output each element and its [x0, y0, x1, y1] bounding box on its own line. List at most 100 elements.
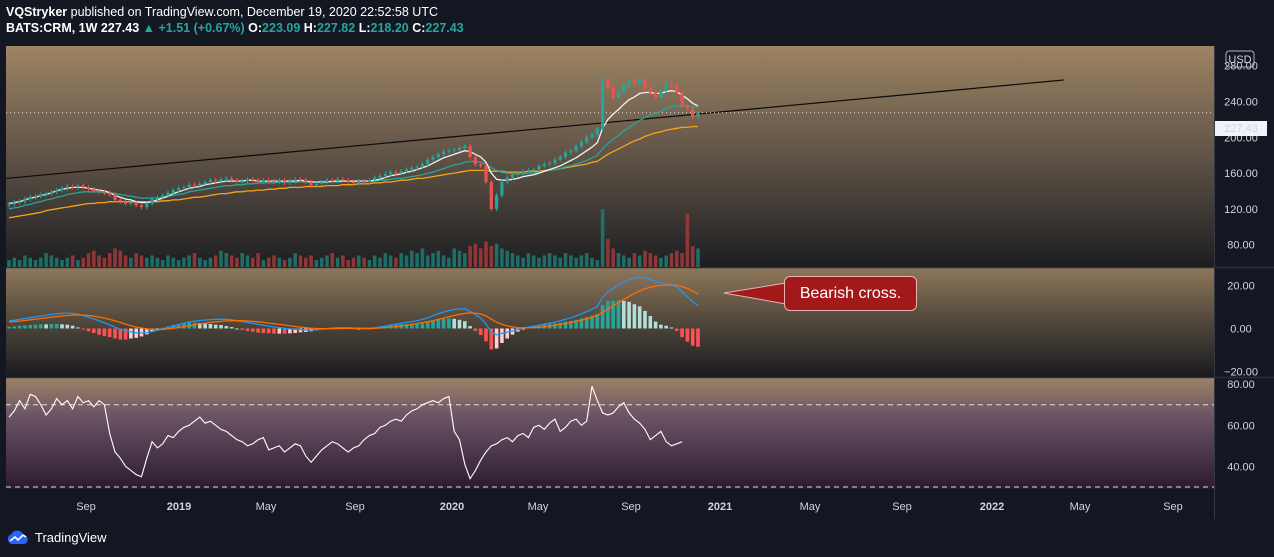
macd-histogram-bar: [150, 328, 154, 332]
macd-histogram-bar: [28, 325, 32, 329]
candle: [320, 182, 324, 184]
macd-histogram-bar: [229, 327, 234, 329]
macd-histogram-bar: [198, 322, 202, 329]
volume-bar: [229, 255, 234, 267]
candle: [208, 180, 212, 182]
candle: [542, 164, 546, 166]
candle: [664, 83, 668, 91]
price-pane[interactable]: [6, 46, 1214, 267]
volume-bar: [637, 255, 642, 267]
candle: [86, 187, 91, 190]
candle: [113, 194, 117, 200]
macd-histogram-bar: [102, 328, 107, 337]
candle: [71, 186, 75, 188]
volume-bar: [590, 257, 594, 267]
candle: [537, 165, 541, 170]
macd-histogram-bar: [436, 319, 441, 329]
volume-bar: [542, 255, 547, 267]
tradingview-logo[interactable]: TradingView: [6, 530, 107, 545]
macd-histogram-bar: [261, 328, 266, 333]
candle: [505, 177, 509, 182]
candle: [548, 163, 552, 165]
candle: [336, 179, 340, 182]
volume-bar: [166, 255, 170, 267]
candle: [426, 159, 430, 165]
volume-bar: [102, 257, 107, 267]
candle: [415, 166, 419, 168]
macd-histogram-bar: [643, 310, 647, 329]
volume-bar: [319, 257, 324, 267]
candle: [669, 83, 674, 86]
close-value: 227.43: [425, 21, 464, 35]
candle: [431, 156, 435, 160]
macd-pane[interactable]: [6, 268, 1214, 376]
macd-histogram-bar: [463, 321, 467, 329]
volume-bar: [261, 260, 266, 267]
macd-histogram-bar: [590, 315, 594, 329]
volume-bar: [33, 260, 38, 267]
macd-histogram-bar: [33, 324, 38, 329]
publish-line: VQStryker published on TradingView.com, …: [6, 4, 464, 20]
candle: [675, 85, 679, 93]
macd-histogram-bar: [452, 318, 456, 329]
candle: [654, 92, 658, 97]
macd-histogram-bar: [282, 328, 287, 334]
y-tick-label: 80.00: [1227, 379, 1255, 391]
volume-bar: [28, 257, 32, 267]
candle: [510, 174, 515, 178]
rsi-pane[interactable]: [6, 378, 1214, 489]
candle: [373, 177, 377, 181]
y-tick-label: 120.00: [1224, 204, 1258, 216]
macd-histogram-bar: [510, 328, 515, 335]
volume-bar: [394, 257, 398, 267]
x-tick-label: May: [800, 501, 821, 513]
candle: [293, 179, 297, 182]
volume-bar: [632, 253, 637, 267]
currency-badge[interactable]: [1225, 50, 1255, 68]
price-change: +1.51 (+0.67%): [158, 21, 245, 35]
macd-histogram-bar: [664, 325, 668, 329]
low-value: 218.20: [370, 21, 409, 35]
candle: [553, 159, 557, 164]
macd-histogram-bar: [415, 323, 419, 329]
candle: [49, 191, 53, 194]
volume-bar: [622, 255, 626, 267]
macd-histogram-bar: [86, 328, 91, 332]
candle: [118, 199, 122, 202]
volume-bar: [383, 253, 388, 267]
volume-bar: [245, 255, 250, 267]
volume-bar: [49, 255, 54, 267]
macd-histogram-bar: [92, 328, 96, 333]
macd-histogram-bar: [616, 300, 621, 329]
volume-bar: [351, 257, 356, 267]
volume-bar: [526, 253, 531, 267]
macd-histogram-bar: [648, 316, 653, 329]
volume-bar: [415, 253, 419, 267]
volume-bar: [54, 257, 59, 267]
macd-histogram-bar: [505, 328, 509, 339]
macd-histogram-bar: [584, 317, 589, 329]
volume-bar: [372, 255, 377, 267]
volume-bar: [563, 253, 568, 267]
macd-histogram-bar: [123, 328, 128, 340]
macd-histogram-bar: [277, 328, 282, 334]
candle: [198, 183, 202, 186]
volume-bar: [341, 255, 345, 267]
candle: [134, 202, 138, 206]
volume-bar: [76, 260, 80, 267]
volume-bar: [150, 255, 154, 267]
candle: [251, 179, 255, 181]
annotation-callout[interactable]: Bearish cross.: [784, 276, 917, 311]
author-name[interactable]: VQStryker: [6, 5, 68, 19]
volume-bar: [325, 255, 329, 267]
volume-bar: [272, 255, 276, 267]
macd-histogram-bar: [627, 301, 631, 329]
volume-bar: [171, 257, 176, 267]
x-tick-label: Sep: [345, 501, 365, 513]
candle: [325, 180, 329, 182]
symbol-label[interactable]: BATS:CRM, 1W: [6, 21, 98, 35]
candle: [659, 90, 663, 97]
candle: [155, 197, 159, 199]
volume-bar: [500, 248, 504, 267]
